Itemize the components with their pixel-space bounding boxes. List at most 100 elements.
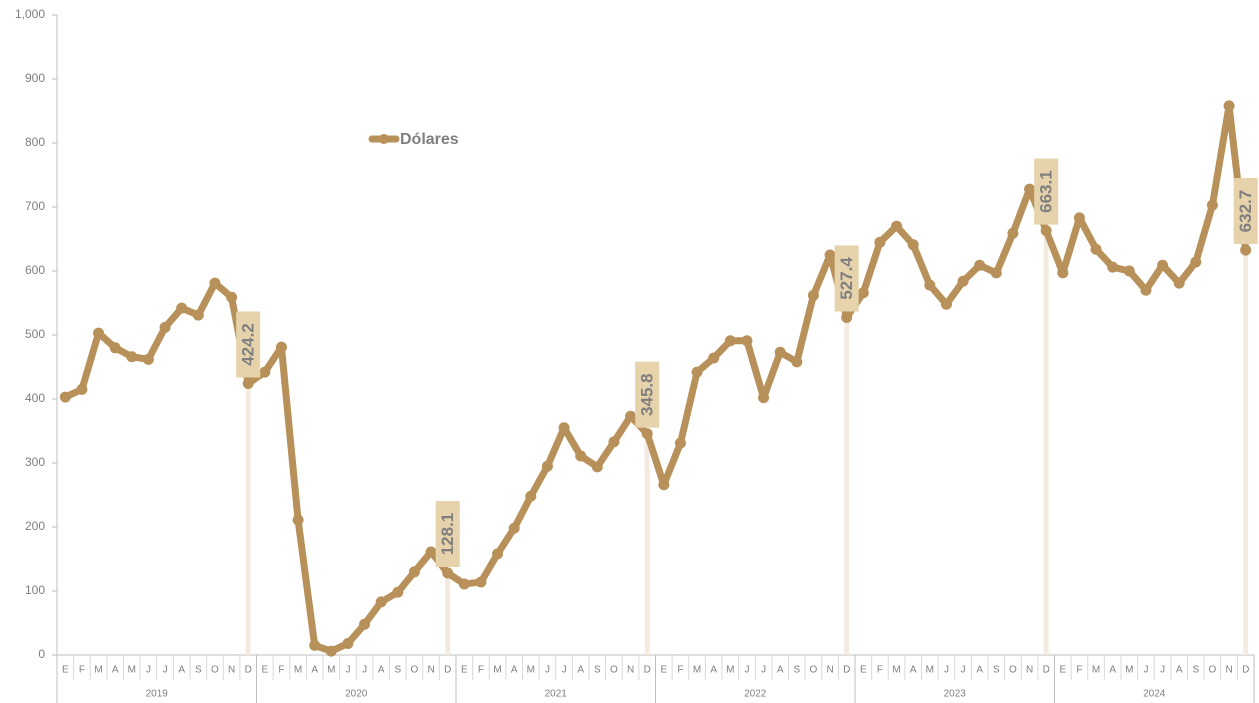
x-tick-label: M — [294, 665, 302, 676]
x-tick-label: F — [877, 665, 883, 676]
x-tick-label: D — [1242, 665, 1249, 676]
x-tick-label: E — [261, 665, 268, 676]
point — [559, 422, 570, 433]
year-label: 2019 — [146, 689, 169, 700]
x-tick-label: O — [1009, 665, 1017, 676]
point — [1124, 266, 1135, 277]
x-tick-label: J — [146, 665, 151, 676]
x-tick-label: M — [726, 665, 734, 676]
x-tick-label: S — [195, 665, 202, 676]
year-label: 2023 — [944, 689, 967, 700]
x-tick-label: M — [1125, 665, 1133, 676]
data-label: 128.1 — [438, 513, 457, 556]
point — [908, 239, 919, 250]
point — [741, 335, 752, 346]
point — [874, 237, 885, 248]
point — [309, 640, 320, 651]
x-tick-label: M — [926, 665, 934, 676]
point — [442, 568, 453, 579]
x-tick-label: J — [362, 665, 367, 676]
x-tick-label: M — [693, 665, 701, 676]
point — [326, 646, 337, 657]
point — [825, 250, 836, 261]
point — [226, 292, 237, 303]
x-tick-label: A — [112, 665, 119, 676]
point — [575, 450, 586, 461]
point — [209, 278, 220, 289]
point — [60, 392, 71, 403]
point — [958, 276, 969, 287]
x-tick-label: J — [761, 665, 766, 676]
x-tick-label: A — [511, 665, 518, 676]
x-tick-label: D — [1043, 665, 1050, 676]
point — [1240, 245, 1251, 256]
point — [1074, 212, 1085, 223]
point — [791, 356, 802, 367]
point — [608, 436, 619, 447]
point — [675, 438, 686, 449]
x-tick-label: F — [478, 665, 484, 676]
x-tick-label: D — [843, 665, 850, 676]
x-tick-label: J — [1160, 665, 1165, 676]
point — [1140, 285, 1151, 296]
x-tick-label: M — [493, 665, 501, 676]
x-tick-label: S — [1192, 665, 1199, 676]
x-tick-label: N — [1225, 665, 1232, 676]
y-tick-label: 900 — [25, 71, 45, 85]
y-tick-label: 700 — [25, 199, 45, 213]
point — [143, 354, 154, 365]
point — [758, 392, 769, 403]
point — [1041, 225, 1052, 236]
point — [841, 312, 852, 323]
point — [475, 577, 486, 588]
x-tick-label: E — [660, 665, 667, 676]
y-tick-label: 600 — [25, 263, 45, 277]
point — [1024, 184, 1035, 195]
x-tick-label: M — [327, 665, 335, 676]
point — [808, 290, 819, 301]
y-tick-label: 300 — [25, 455, 45, 469]
x-tick-label: J — [961, 665, 966, 676]
legend-label: Dólares — [400, 131, 459, 148]
x-tick-label: D — [644, 665, 651, 676]
point — [509, 523, 520, 534]
y-tick-label: 400 — [25, 391, 45, 405]
point — [891, 221, 902, 232]
x-tick-label: J — [562, 665, 567, 676]
x-tick-label: J — [944, 665, 949, 676]
point — [692, 367, 703, 378]
point — [974, 260, 985, 271]
x-tick-label: E — [461, 665, 468, 676]
point — [342, 638, 353, 649]
point — [924, 280, 935, 291]
x-tick-label: J — [545, 665, 550, 676]
x-tick-label: O — [211, 665, 219, 676]
point — [858, 287, 869, 298]
point — [642, 428, 653, 439]
point — [126, 351, 137, 362]
data-label: 345.8 — [638, 373, 657, 416]
x-tick-label: A — [910, 665, 917, 676]
point — [1007, 228, 1018, 239]
x-tick-label: A — [1109, 665, 1116, 676]
x-tick-label: M — [527, 665, 535, 676]
x-tick-label: S — [993, 665, 1000, 676]
x-tick-label: M — [94, 665, 102, 676]
x-tick-label: N — [228, 665, 235, 676]
point — [359, 619, 370, 630]
data-label: 424.2 — [239, 323, 258, 366]
point — [1207, 200, 1218, 211]
x-tick-label: J — [744, 665, 749, 676]
point — [991, 267, 1002, 278]
point — [1157, 260, 1168, 271]
chart: 01002003004005006007008009001,000EFMAMJJ… — [0, 0, 1259, 703]
point — [93, 328, 104, 339]
x-tick-label: A — [178, 665, 185, 676]
point — [1107, 262, 1118, 273]
x-tick-label: M — [1092, 665, 1100, 676]
y-tick-label: 200 — [25, 519, 45, 533]
point — [492, 548, 503, 559]
x-tick-label: M — [892, 665, 900, 676]
year-label: 2024 — [1143, 689, 1166, 700]
point — [1190, 257, 1201, 268]
